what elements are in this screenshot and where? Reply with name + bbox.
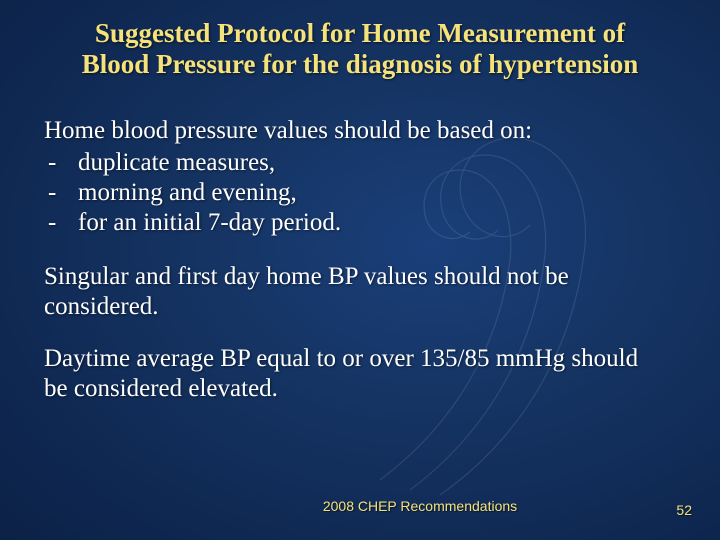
- list-item: - morning and evening,: [44, 178, 660, 208]
- dash-icon: -: [48, 148, 56, 178]
- paragraph-2: Daytime average BP equal to or over 135/…: [44, 344, 660, 404]
- bullet-text: duplicate measures,: [78, 149, 275, 176]
- dash-icon: -: [48, 208, 56, 238]
- slide-number: 52: [676, 502, 692, 518]
- bullet-list: - duplicate measures, - morning and even…: [44, 148, 660, 238]
- list-item: - duplicate measures,: [44, 148, 660, 178]
- slide-body: Home blood pressure values should be bas…: [44, 116, 660, 426]
- list-item: - for an initial 7-day period.: [44, 208, 660, 238]
- intro-line: Home blood pressure values should be bas…: [44, 116, 660, 146]
- bullet-text: for an initial 7-day period.: [78, 209, 341, 236]
- bullet-text: morning and evening,: [78, 179, 297, 206]
- slide: Suggested Protocol for Home Measurement …: [0, 0, 720, 540]
- paragraph-1: Singular and first day home BP values sh…: [44, 262, 660, 322]
- slide-title: Suggested Protocol for Home Measurement …: [60, 18, 660, 80]
- footer-citation: 2008 CHEP Recommendations: [0, 498, 720, 514]
- dash-icon: -: [48, 178, 56, 208]
